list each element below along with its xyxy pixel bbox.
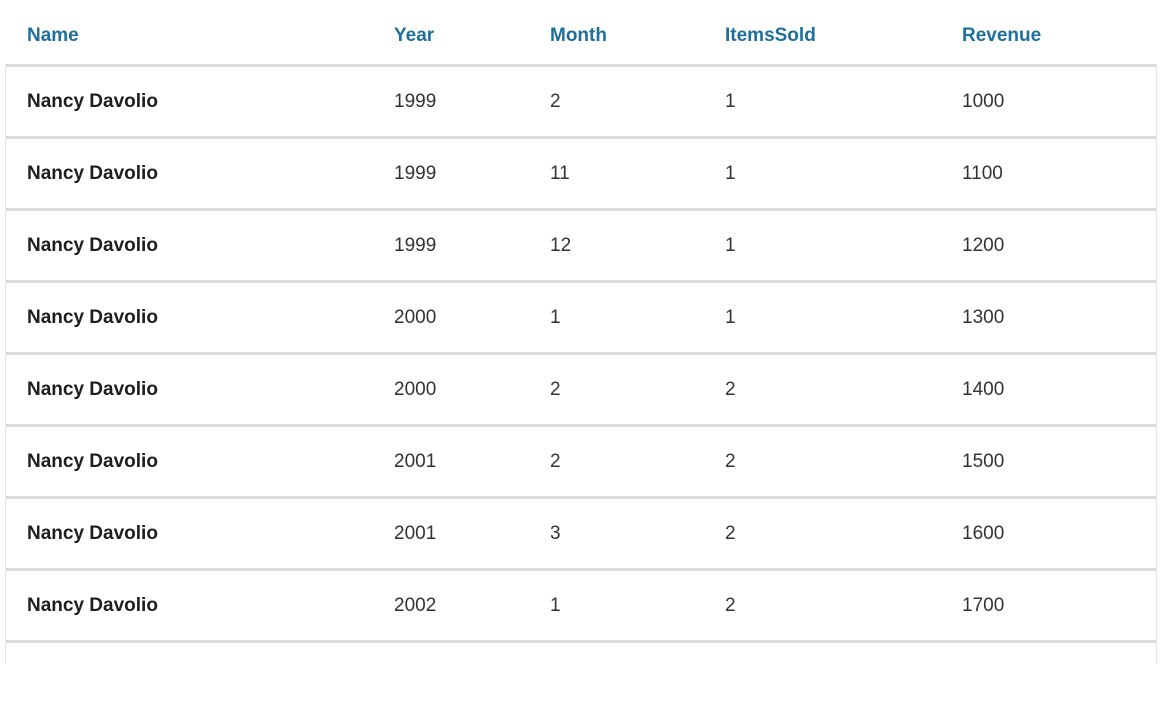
table-row[interactable]: Nancy Davolio 2001 3 2 1600 <box>6 496 1156 568</box>
table-row[interactable]: Nancy Davolio 2001 2 2 1500 <box>6 424 1156 496</box>
cell-revenue: 1500 <box>962 451 1005 472</box>
table-row[interactable]: Nancy Davolio 1999 12 1 1200 <box>6 208 1156 280</box>
cell-name: Nancy Davolio <box>27 235 158 256</box>
cell-year: 1999 <box>394 163 437 184</box>
table-row[interactable]: Nancy Davolio 2000 2 2 1400 <box>6 352 1156 424</box>
cell-itemssold: 1 <box>725 163 736 184</box>
cell-month: 11 <box>550 163 570 184</box>
cell-revenue: 1700 <box>962 595 1005 616</box>
cell-month: 1 <box>550 307 561 328</box>
cell-year: 2001 <box>394 523 437 544</box>
cell-name: Nancy Davolio <box>27 307 158 328</box>
cell-name: Nancy Davolio <box>27 451 158 472</box>
cell-revenue: 1000 <box>962 91 1005 112</box>
data-grid: Name Year Month ItemsSold Revenue Nancy … <box>0 0 1160 664</box>
cell-revenue: 1300 <box>962 307 1005 328</box>
cell-month: 3 <box>550 523 561 544</box>
cell-month: 2 <box>550 91 561 112</box>
table-row[interactable]: Nancy Davolio 1999 2 1 1000 <box>6 64 1156 136</box>
column-header-month[interactable]: Month <box>550 25 607 46</box>
column-header-itemssold[interactable]: ItemsSold <box>725 25 816 46</box>
cell-itemssold: 1 <box>725 91 736 112</box>
cell-itemssold: 2 <box>725 523 736 544</box>
cell-itemssold: 1 <box>725 235 736 256</box>
cell-itemssold: 2 <box>725 595 736 616</box>
cell-name: Nancy Davolio <box>27 91 158 112</box>
cell-year: 1999 <box>394 91 437 112</box>
cell-year: 2000 <box>394 379 437 400</box>
table-row[interactable]: Nancy Davolio 2000 1 1 1300 <box>6 280 1156 352</box>
cell-revenue: 1200 <box>962 235 1005 256</box>
cell-revenue: 1600 <box>962 523 1005 544</box>
cell-revenue: 1400 <box>962 379 1005 400</box>
cell-name: Nancy Davolio <box>27 379 158 400</box>
cell-itemssold: 2 <box>725 451 736 472</box>
table-row[interactable]: Nancy Davolio 2002 1 2 1700 <box>6 568 1156 640</box>
table-row-partial[interactable] <box>6 640 1156 712</box>
table-row[interactable]: Nancy Davolio 1999 11 1 1100 <box>6 136 1156 208</box>
column-header-name[interactable]: Name <box>27 25 79 46</box>
cell-name: Nancy Davolio <box>27 595 158 616</box>
column-header-year[interactable]: Year <box>394 25 435 46</box>
cell-year: 2000 <box>394 307 437 328</box>
cell-year: 2001 <box>394 451 437 472</box>
cell-revenue: 1100 <box>962 163 1003 184</box>
cell-itemssold: 2 <box>725 379 736 400</box>
cell-year: 1999 <box>394 235 437 256</box>
cell-itemssold: 1 <box>725 307 736 328</box>
cell-month: 12 <box>550 235 572 256</box>
cell-name: Nancy Davolio <box>27 523 158 544</box>
grid-body: Nancy Davolio 1999 2 1 1000 Nancy Davoli… <box>5 64 1157 712</box>
column-header-revenue[interactable]: Revenue <box>962 25 1042 46</box>
grid-header: Name Year Month ItemsSold Revenue <box>0 0 1160 64</box>
cell-name: Nancy Davolio <box>27 163 158 184</box>
cell-month: 2 <box>550 451 561 472</box>
cell-year: 2002 <box>394 595 437 616</box>
cell-month: 1 <box>550 595 561 616</box>
cell-month: 2 <box>550 379 561 400</box>
